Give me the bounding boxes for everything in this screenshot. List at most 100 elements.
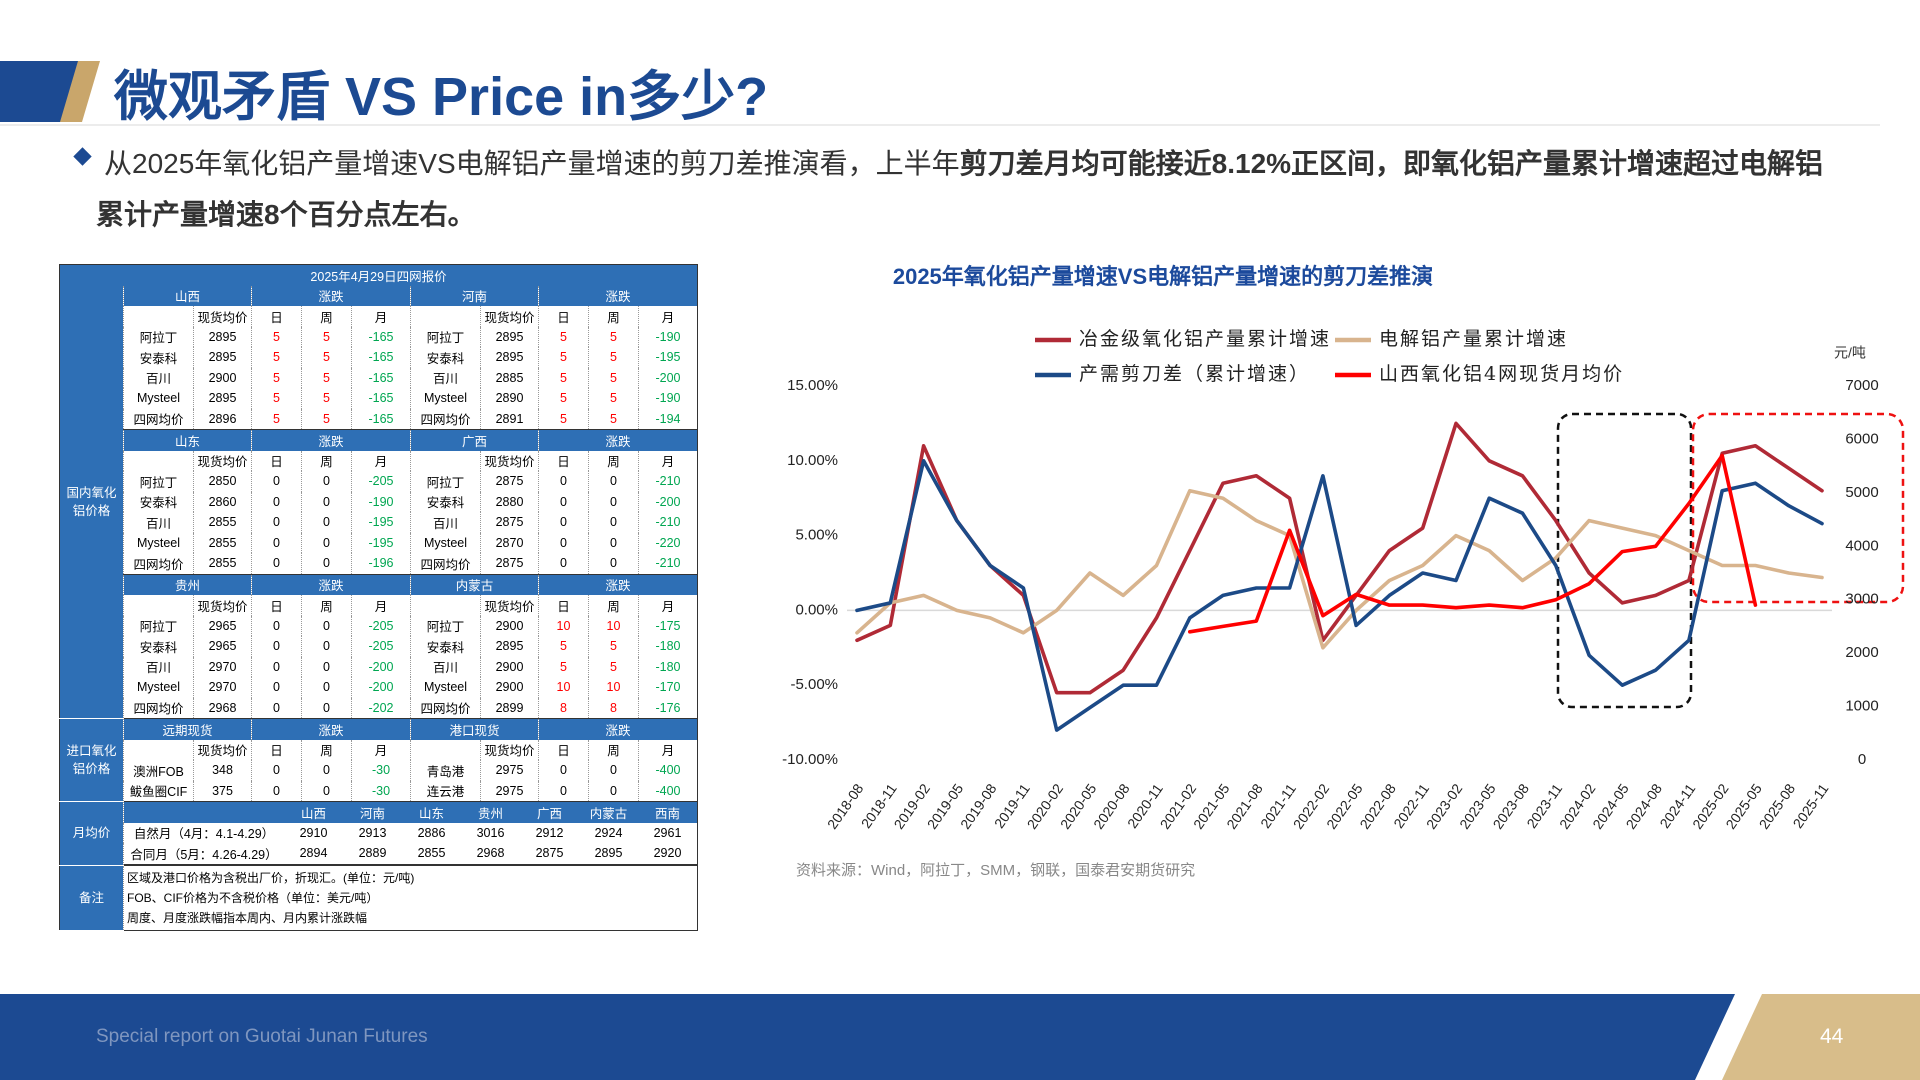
table-cell: 广西 (520, 802, 579, 823)
column-header: 现货均价 (480, 306, 539, 327)
bullet-text: 从2025年氧化铝产量增速VS电解铝产量增速的剪刀差推演看，上半年剪刀差月均可能… (96, 138, 1823, 240)
series-line (855, 421, 1824, 695)
price-cell: -195 (637, 347, 699, 368)
group-label: 月均价 (59, 801, 124, 866)
column-header: 月 (351, 306, 411, 327)
price-cell: -194 (637, 408, 699, 430)
chart-title: 2025年氧化铝产量增速VS电解铝产量增速的剪刀差推演 (893, 264, 1433, 289)
change-header: 涨跌 (251, 429, 411, 451)
source-name: 鲅鱼圈CIF (123, 780, 194, 802)
source-name: Mysteel (123, 532, 194, 553)
price-cell: 2970 (193, 677, 252, 698)
table-row: Mysteel 2895 5 5 -165 Mysteel 2890 5 5 -190 (60, 388, 699, 409)
source-name: 安泰科 (123, 347, 194, 368)
price-cell: 2895 (480, 326, 539, 347)
table-cell: 2961 (653, 825, 682, 840)
note-line: 周度、月度涨跌幅指本周内、月内累计涨跌幅 (127, 910, 368, 925)
column-header: 周 (588, 595, 639, 616)
series-line (855, 459, 1824, 732)
table-cell: 2886 (417, 825, 446, 840)
table-row: 阿拉丁 2850 0 0 -205 阿拉丁 2875 0 0 -210 (60, 471, 699, 492)
table-row: 安泰科 2860 0 0 -190 安泰科 2880 0 0 -200 (60, 491, 699, 512)
price-cell: 2895 (480, 636, 539, 657)
bullet-part: 从2025年氧化铝产量增速VS电解铝产量增速的剪刀差推演看，上半年 (104, 148, 960, 179)
source-name: 四网均价 (123, 408, 194, 430)
price-cell: -190 (351, 491, 411, 512)
region-header: 贵州 (123, 574, 252, 595)
table-row: 现货均价日周月现货均价日周月 (60, 595, 699, 616)
column-header: 现货均价 (193, 739, 252, 760)
y2-tick-label: 3000 (1845, 591, 1878, 608)
price-cell: -200 (351, 677, 411, 698)
y-tick-label: 5.00% (795, 527, 838, 544)
table-cell (124, 802, 284, 823)
column-header: 周 (588, 306, 639, 327)
y-tick-label: 10.00% (787, 452, 838, 469)
column-header: 现货均价 (193, 450, 252, 471)
table-cell: 山西 (284, 802, 343, 823)
y-tick-label: 0.00% (795, 601, 838, 618)
price-cell: -180 (637, 656, 699, 677)
table-cell: 2910 (299, 825, 328, 840)
table-cell: 合同月（5月：4.26-4.29） 2894 2889 2855 2968 2875 289… (122, 843, 699, 866)
source-name: 阿拉丁 (410, 326, 481, 347)
source-name: 连云港 (410, 780, 481, 802)
price-cell: -190 (637, 388, 699, 409)
table-cell: 2924 (594, 825, 623, 840)
column-header: 月 (637, 450, 699, 471)
table-row: 进口氧化铝价格 远期现货 涨跌 港口现货 涨跌 (59, 718, 699, 802)
column-header: 月 (637, 306, 699, 327)
price-cell: 2891 (480, 408, 539, 430)
price-cell: -200 (637, 491, 699, 512)
source-name: 阿拉丁 (123, 326, 194, 347)
source-note: 资料来源：Wind，阿拉丁，SMM，钢联，国泰君安期货研究 (796, 862, 1195, 879)
legend-label: 山西氧化铝4网现货月均价 (1379, 363, 1624, 385)
inner-table: 自然月（4月：4.1-4.29） 2910 2913 2886 3016 2912 2924… (125, 823, 697, 844)
price-cell: 2900 (480, 615, 539, 636)
price-cell: -190 (637, 326, 699, 347)
source-name: 青岛港 (410, 760, 481, 781)
table-cell: 2889 (343, 843, 402, 864)
price-cell: 2875 (480, 512, 539, 533)
region-header: 远期现货 (123, 718, 252, 740)
y2-tick-label: 0 (1858, 751, 1866, 768)
bullet-line: 从2025年氧化铝产量增速VS电解铝产量增速的剪刀差推演看，上半年剪刀差月均可能… (96, 138, 1823, 189)
source-name: 百川 (123, 367, 194, 388)
source-name: Mysteel (410, 388, 481, 409)
price-cell: 2875 (480, 553, 539, 575)
price-cell: 10 (538, 677, 589, 698)
table-cell: 自然月（4月：4.1-4.29） 2910 2913 2886 3016 2912 2924… (122, 822, 699, 844)
note-line: FOB、CIF价格为不含税价格（单位：美元/吨） (127, 890, 379, 905)
price-cell: 2890 (480, 388, 539, 409)
table-row: 现货均价日周月现货均价日周月 (60, 306, 699, 327)
price-cell: 2968 (193, 697, 252, 719)
source-name: 四网均价 (123, 697, 194, 719)
table-row: 四网均价 2855 0 0 -196 四网均价 2875 0 0 -210 (60, 553, 699, 575)
source-name: 阿拉丁 (123, 615, 194, 636)
table-row: 现货均价日周月现货均价日周月 (60, 739, 699, 760)
table-cell: 贵州 (461, 802, 520, 823)
table-row: 百川 2900 5 5 -165 百川 2885 5 5 -200 (60, 367, 699, 388)
column-header: 日 (251, 450, 302, 471)
footer-accent (1722, 994, 1920, 1080)
change-header: 涨跌 (537, 718, 699, 740)
bullet-part: 累计产量增速8个百分点左右。 (96, 199, 476, 230)
group-label: 进口氧化铝价格 (59, 718, 124, 802)
price-cell: 2895 (193, 326, 252, 347)
footer-text: Special report on Guotai Junan Futures (96, 1026, 428, 1047)
table-cell: 2855 (402, 843, 461, 864)
table-row: 鲅鱼圈CIF 375 0 0 -30 连云港 2975 0 0 -400 (60, 780, 699, 802)
table-cell: 山西 河南 山东 贵州 广西 内蒙古 西南 (122, 801, 699, 823)
price-cell: 2860 (193, 491, 252, 512)
source-name: 四网均价 (410, 408, 481, 430)
source-name: Mysteel (123, 388, 194, 409)
column-header: 月 (351, 739, 411, 760)
page-number: 44 (1820, 1025, 1844, 1048)
legend-label: 冶金级氧化铝产量累计增速 (1079, 328, 1331, 350)
y-tick-label: 15.00% (787, 377, 838, 394)
table-cell: 2968 (461, 843, 520, 864)
source-name: 百川 (410, 656, 481, 677)
column-header: 月 (637, 595, 699, 616)
slide-title: 微观矛盾 VS Price in多少? (114, 67, 769, 127)
